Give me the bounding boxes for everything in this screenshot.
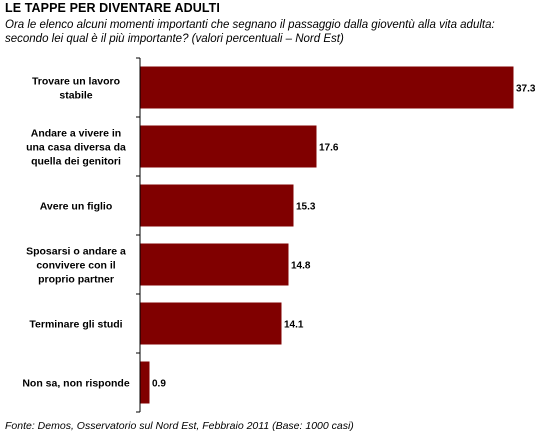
bars-group (140, 66, 514, 404)
bar (140, 184, 294, 227)
chart-subtitle: Ora le elenco alcuni momenti importanti … (5, 19, 495, 45)
category-label-line: Sposarsi o andare a (26, 246, 126, 258)
category-label-line: Avere un figlio (40, 201, 113, 213)
source-note: Fonte: Demos, Osservatorio sul Nord Est,… (5, 420, 354, 432)
bar-value-label: 15.3 (296, 202, 316, 213)
bar-value-label: 14.1 (284, 320, 304, 331)
category-label-line: una casa diversa da (26, 142, 126, 154)
bar-value-label: 14.8 (291, 261, 311, 272)
bar (140, 125, 317, 168)
bar-value-label: 17.6 (319, 143, 339, 154)
bar (140, 361, 150, 404)
category-label-line: Andare a vivere in (31, 128, 121, 140)
category-label-line: Terminare gli studi (29, 319, 122, 331)
category-label-line: proprio partner (38, 274, 114, 286)
category-label: Trovare un lavoro stabile (32, 76, 120, 102)
bar-value-label: 0.9 (152, 379, 166, 390)
category-label: Terminare gli studi (29, 319, 122, 331)
bar-value-label: 37.3 (516, 84, 535, 95)
value-labels-group: 37.3 17.6 15.3 14.8 14.1 0.9 (152, 84, 535, 390)
chart-title: LE TAPPE PER DIVENTARE ADULTI (5, 1, 220, 15)
category-label: Avere un figlio (40, 201, 113, 213)
bar (140, 66, 514, 109)
category-label-line: Trovare un lavoro (32, 76, 120, 88)
category-label-line: convivere con il (36, 260, 115, 272)
category-labels-group: Trovare un lavoro stabile Andare a vivere … (22, 57, 140, 413)
category-label: Non sa, non risponde (22, 378, 129, 390)
category-label: Sposarsi o andare a convivere con il propr… (26, 246, 126, 286)
bar (140, 302, 282, 345)
category-label-line: Non sa, non risponde (22, 378, 129, 390)
category-label: Andare a vivere in una casa diversa da que… (26, 128, 126, 168)
category-label-line: quella dei genitori (31, 156, 121, 168)
category-label-line: stabile (59, 90, 92, 102)
bar (140, 243, 289, 286)
